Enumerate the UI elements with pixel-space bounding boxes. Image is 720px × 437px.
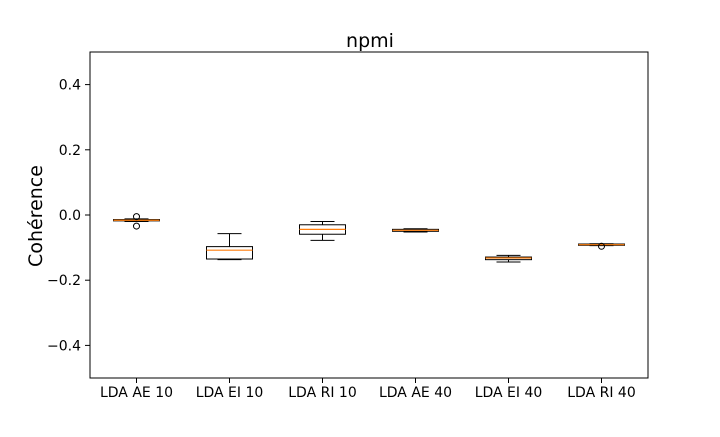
box-6 [579, 243, 625, 249]
box-4 [393, 229, 439, 232]
box-body [207, 247, 253, 259]
x-tick-label: LDA RI 10 [288, 385, 356, 401]
plot-area-frame [90, 52, 648, 378]
y-tick-label: 0.4 [59, 78, 81, 94]
chart-title: npmi [346, 30, 394, 52]
box-1 [114, 214, 160, 229]
y-tick-label: 0.0 [59, 208, 81, 224]
y-axis: −0.4 −0.2 0.0 0.2 0.4 [47, 78, 90, 355]
box-group [114, 214, 625, 262]
x-tick-label: LDA AE 40 [379, 385, 452, 401]
box-2 [207, 234, 253, 260]
x-tick-label: LDA AE 10 [100, 385, 173, 401]
box-5 [486, 255, 532, 262]
y-tick-label: −0.2 [47, 273, 81, 289]
outlier-point [134, 223, 140, 229]
x-tick-label: LDA RI 40 [567, 385, 635, 401]
x-tick-label: LDA EI 10 [196, 385, 264, 401]
box-3 [300, 222, 346, 241]
x-axis: LDA AE 10 LDA EI 10 LDA RI 10 LDA AE 40 LDA … [100, 378, 636, 401]
y-tick-label: 0.2 [59, 143, 81, 159]
x-tick-label: LDA EI 40 [475, 385, 543, 401]
y-axis-label: Cohérence [25, 165, 47, 267]
y-tick-label: −0.4 [47, 338, 81, 354]
